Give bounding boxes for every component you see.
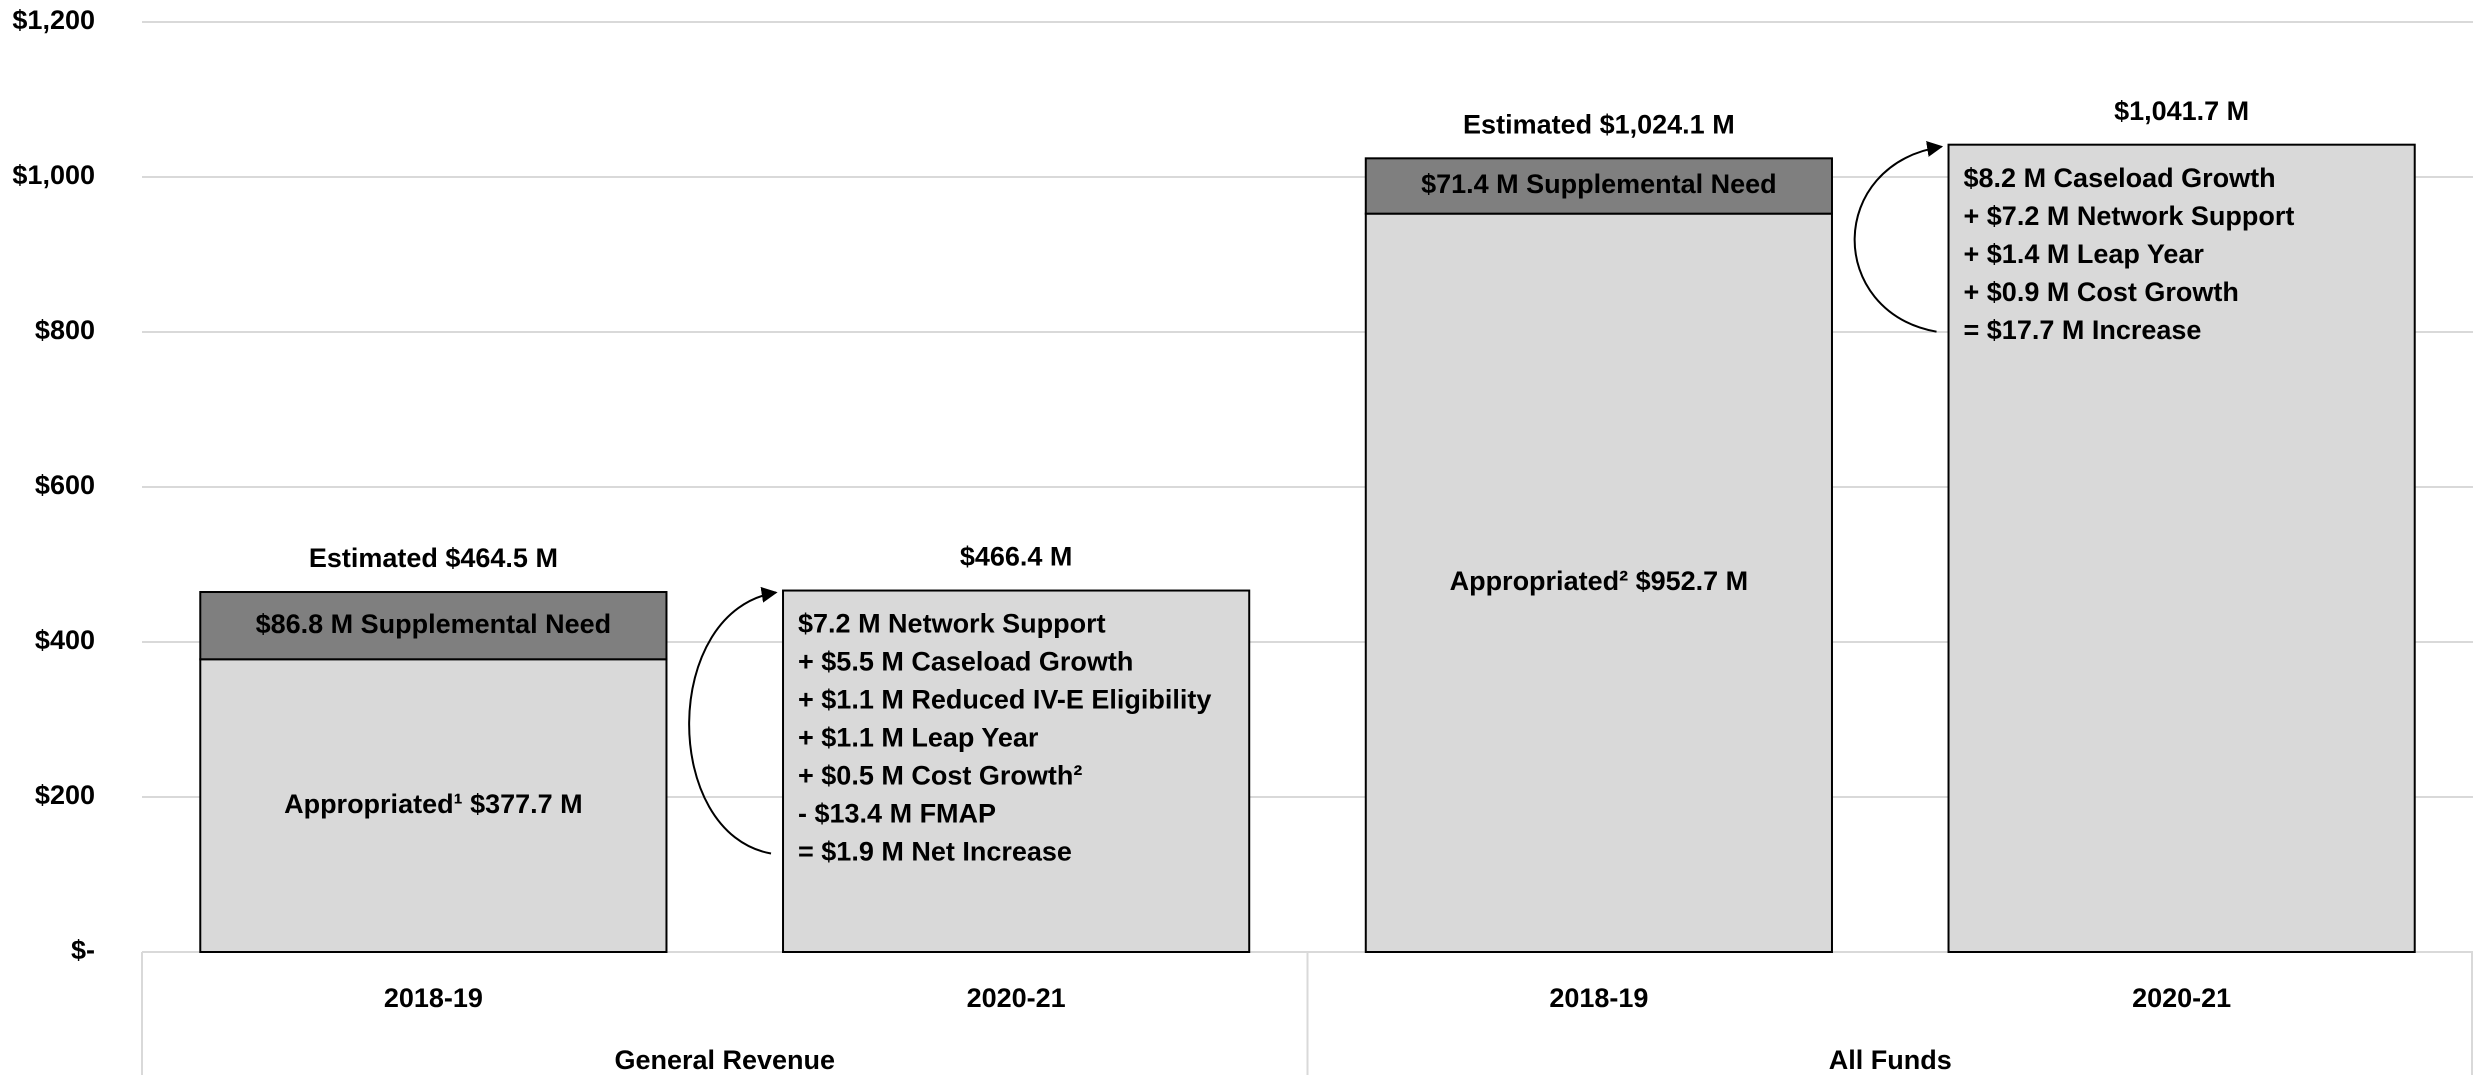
value-label: $86.8 M Supplemental Need — [256, 609, 612, 639]
bar-segment — [782, 589, 1251, 953]
value-label: $71.4 M Supplemental Need — [1421, 169, 1777, 199]
group-label: General Revenue — [614, 1045, 835, 1075]
value-label: Appropriated¹ $377.7 M — [284, 789, 583, 819]
total-label: Estimated $1,024.1 M — [1463, 109, 1735, 139]
total-label: Estimated $464.5 M — [309, 543, 558, 573]
note-line: + $7.2 M Network Support — [1964, 201, 2295, 231]
note-line: + $0.9 M Cost Growth — [1964, 277, 2239, 307]
note-line: + $1.4 M Leap Year — [1964, 239, 2205, 269]
arrow — [688, 586, 778, 855]
group-label: All Funds — [1829, 1045, 1952, 1075]
x-tick-label: 2018-19 — [384, 983, 483, 1013]
value-label: $1,041.7 M — [2114, 96, 2249, 126]
note-line: + $1.1 M Reduced IV-E Eligibility — [798, 685, 1211, 715]
x-tick-label: 2020-21 — [2132, 983, 2231, 1013]
note-line: + $1.1 M Leap Year — [798, 723, 1039, 753]
y-tick-label: $200 — [35, 780, 95, 810]
y-tick-label: $- — [71, 935, 95, 965]
note-line: = $1.9 M Net Increase — [798, 837, 1072, 867]
y-tick-label: $600 — [35, 470, 95, 500]
x-tick-label: 2020-21 — [967, 983, 1066, 1013]
y-tick-label: $800 — [35, 315, 95, 345]
note-line: - $13.4 M FMAP — [798, 799, 996, 829]
note-line: $8.2 M Caseload Growth — [1964, 163, 2276, 193]
y-tick-label: $1,000 — [12, 160, 95, 190]
y-tick-label: $400 — [35, 625, 95, 655]
x-tick-label: 2018-19 — [1549, 983, 1648, 1013]
note-line: + $0.5 M Cost Growth² — [798, 761, 1082, 791]
value-label: $466.4 M — [960, 542, 1073, 572]
note-line: = $17.7 M Increase — [1964, 315, 2202, 345]
note-line: $7.2 M Network Support — [798, 609, 1106, 639]
note-line: + $5.5 M Caseload Growth — [798, 647, 1133, 677]
bar-segment — [1364, 157, 1833, 215]
arrow — [1853, 141, 1944, 333]
bar-segment — [1364, 212, 1833, 954]
y-tick-label: $1,200 — [12, 5, 95, 35]
bar-segment — [199, 591, 668, 661]
bar-segment — [1947, 143, 2416, 953]
value-label: Appropriated² $952.7 M — [1450, 566, 1749, 596]
